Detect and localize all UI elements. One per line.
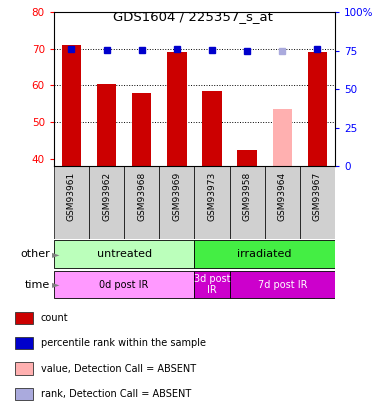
Text: rank, Detection Call = ABSENT: rank, Detection Call = ABSENT <box>41 389 191 399</box>
Bar <box>97 83 116 166</box>
Bar <box>238 149 257 166</box>
Bar <box>54 166 89 239</box>
Bar <box>308 53 327 166</box>
Bar <box>15 312 33 324</box>
Text: GSM93968: GSM93968 <box>137 172 146 221</box>
Text: 3d post
IR: 3d post IR <box>194 274 230 295</box>
Bar <box>54 271 194 298</box>
Text: GDS1604 / 225357_s_at: GDS1604 / 225357_s_at <box>112 10 273 23</box>
Bar <box>194 241 335 268</box>
Bar <box>194 166 229 239</box>
Bar <box>15 362 33 375</box>
Text: 0d post IR: 0d post IR <box>99 279 149 290</box>
Bar <box>15 388 33 400</box>
Text: GSM93958: GSM93958 <box>243 172 252 221</box>
Bar <box>124 166 159 239</box>
Text: GSM93961: GSM93961 <box>67 172 76 221</box>
Text: 7d post IR: 7d post IR <box>258 279 307 290</box>
Bar <box>300 166 335 239</box>
Text: ►: ► <box>52 279 59 290</box>
Bar <box>89 166 124 239</box>
Text: other: other <box>20 249 50 259</box>
Bar <box>229 271 335 298</box>
Bar <box>264 166 300 239</box>
Bar <box>62 45 81 166</box>
Text: irradiated: irradiated <box>238 249 292 259</box>
Bar <box>194 271 229 298</box>
Bar <box>203 91 222 166</box>
Text: GSM93973: GSM93973 <box>208 172 216 221</box>
Bar <box>159 166 194 239</box>
Text: untreated: untreated <box>97 249 152 259</box>
Bar <box>15 337 33 349</box>
Text: time: time <box>25 279 50 290</box>
Bar <box>273 109 292 166</box>
Bar <box>167 53 186 166</box>
Bar <box>132 93 151 166</box>
Bar <box>54 241 194 268</box>
Text: count: count <box>41 313 69 323</box>
Text: GSM93964: GSM93964 <box>278 172 287 221</box>
Text: ►: ► <box>52 249 59 259</box>
Text: GSM93962: GSM93962 <box>102 172 111 221</box>
Bar <box>229 166 265 239</box>
Text: GSM93967: GSM93967 <box>313 172 322 221</box>
Text: GSM93969: GSM93969 <box>172 172 181 221</box>
Text: value, Detection Call = ABSENT: value, Detection Call = ABSENT <box>41 364 196 373</box>
Text: percentile rank within the sample: percentile rank within the sample <box>41 338 206 348</box>
